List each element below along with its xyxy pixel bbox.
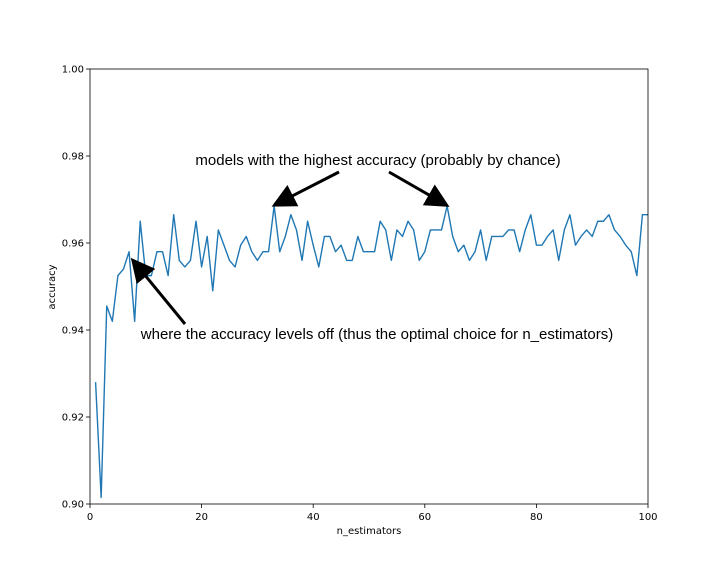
y-tick-label: 0.92	[62, 413, 84, 424]
y-tick-label: 0.98	[62, 152, 84, 163]
x-tick-label: 60	[418, 512, 431, 523]
x-axis-label: n_estimators	[337, 526, 402, 537]
y-tick-label: 1.00	[62, 65, 84, 76]
x-tick-label: 0	[87, 512, 93, 523]
y-tick-label: 0.90	[62, 500, 84, 511]
annotation-arrow	[130, 257, 187, 325]
annotation-arrow	[388, 170, 450, 207]
annotation-arrow	[271, 170, 340, 207]
x-tick-label: 20	[195, 512, 208, 523]
series-line-0	[94, 205, 648, 499]
x-tick-label: 40	[307, 512, 320, 523]
y-axis-label: accuracy	[47, 264, 58, 309]
x-tick-label: 80	[530, 512, 543, 523]
annotation-highest-accuracy: models with the highest accuracy (probab…	[195, 152, 560, 169]
y-tick-label: 0.96	[62, 239, 84, 250]
annotation-levels-off: where the accuracy levels off (thus the …	[140, 326, 613, 343]
x-tick-label: 100	[638, 512, 657, 523]
y-tick-label: 0.94	[62, 326, 84, 337]
plot-frame	[89, 68, 649, 505]
